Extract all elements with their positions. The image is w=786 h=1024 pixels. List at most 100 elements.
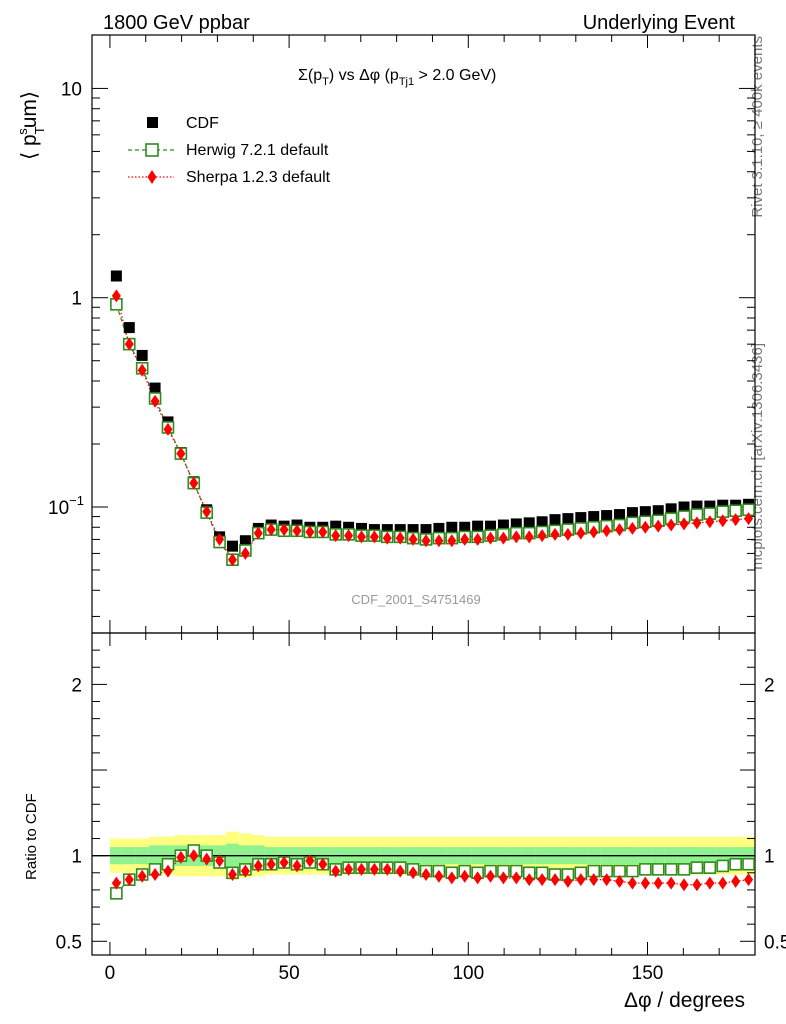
sherpa-ratio-point (369, 862, 379, 876)
sherpa-ratio-point (344, 862, 354, 876)
sherpa-point (331, 529, 341, 543)
legend-sherpa-label: Sherpa 1.2.3 default (186, 169, 331, 186)
sherpa-point (460, 532, 470, 546)
sherpa-ratio-point (382, 862, 392, 876)
sherpa-ratio-point (731, 874, 741, 888)
herwig-ratio-point (664, 863, 678, 876)
x-tick-label: 0 (105, 963, 116, 984)
sherpa-ratio-point (615, 874, 625, 888)
sherpa-point (421, 534, 431, 548)
ratio-y-tick-label-right: 2 (764, 675, 775, 696)
sherpa-point (718, 514, 728, 528)
sherpa-ratio-point (202, 852, 212, 866)
cdf-point (343, 521, 355, 533)
cdf-point (433, 522, 445, 534)
sherpa-ratio-point (318, 857, 328, 871)
sherpa-ratio-point (331, 864, 341, 878)
cdf-point (588, 511, 600, 523)
sherpa-point (744, 512, 754, 526)
herwig-ratio-point (690, 861, 704, 874)
cdf-point (407, 524, 419, 536)
cdf-point (523, 517, 535, 529)
sherpa-ratio-point (240, 864, 250, 878)
cdf-point (678, 501, 690, 513)
sherpa-ratio-point (602, 873, 612, 887)
sherpa-ratio-point (176, 850, 186, 864)
plot-title: Σ(pT) vs Δφ (pTj1 > 2.0 GeV) (298, 67, 496, 88)
sherpa-ratio-point (253, 859, 263, 873)
cdf-point (485, 520, 497, 532)
sherpa-point (537, 529, 547, 543)
sherpa-ratio-point (279, 856, 289, 870)
sherpa-ratio-point (460, 869, 470, 883)
sherpa-point (731, 513, 741, 527)
cdf-point (420, 524, 432, 536)
sherpa-point (447, 534, 457, 548)
sherpa-point (395, 531, 405, 545)
x-tick-label: 100 (452, 963, 484, 984)
sherpa-ratio-point (589, 873, 599, 887)
cdf-point (472, 520, 484, 532)
sherpa-ratio-point (357, 862, 367, 876)
sherpa-ratio-point (434, 869, 444, 883)
watermark-analysis-id: CDF_2001_S4751469 (351, 592, 480, 607)
sherpa-point (524, 530, 534, 544)
sherpa-point (382, 531, 392, 545)
sherpa-ratio-point (640, 876, 650, 890)
sherpa-point (357, 530, 367, 544)
cdf-point (704, 500, 716, 512)
sherpa-point (615, 523, 625, 537)
header-left: 1800 GeV ppbar (103, 12, 250, 34)
cdf-point (149, 382, 161, 394)
sherpa-ratio-point (576, 873, 586, 887)
ratio-y-tick-label-right: 0.5 (764, 932, 786, 953)
y-tick-label: 1 (71, 289, 82, 310)
sherpa-ratio-point (215, 854, 225, 868)
sherpa-ratio-point (189, 849, 199, 863)
cdf-point (549, 514, 561, 526)
sherpa-point (408, 532, 418, 546)
cdf-point (510, 518, 522, 530)
cdf-point (691, 500, 703, 512)
sherpa-ratio-point (563, 874, 573, 888)
sherpa-point (692, 516, 702, 530)
sherpa-ratio-point (163, 864, 173, 878)
sherpa-ratio-point (705, 876, 715, 890)
x-tick-label: 50 (279, 963, 300, 984)
cdf-point (110, 270, 122, 282)
sherpa-ratio-point (692, 878, 702, 892)
sherpa-ratio-point (292, 859, 302, 873)
legend-herwig-marker (145, 143, 159, 157)
cdf-point (123, 322, 135, 334)
ratio-y-tick-label: 2 (71, 675, 82, 696)
sherpa-ratio-point (679, 878, 689, 892)
side-label-mcplots: mcplots.cern.ch [arXiv:1306.3436] (749, 343, 766, 570)
sherpa-point (292, 524, 302, 538)
sherpa-point (266, 523, 276, 537)
sherpa-ratio-point (227, 868, 237, 881)
cdf-point (239, 535, 251, 547)
sherpa-ratio-point (653, 876, 663, 890)
sherpa-ratio-point (524, 873, 534, 887)
sherpa-ratio-point (537, 873, 547, 887)
sherpa-point (163, 422, 173, 436)
sherpa-point (550, 527, 560, 541)
sherpa-point (202, 505, 212, 519)
cdf-point (601, 510, 613, 522)
sherpa-point (679, 517, 689, 531)
cdf-point (626, 507, 638, 519)
sherpa-ratio-point (473, 871, 483, 885)
x-tick-label: 150 (632, 963, 664, 984)
sherpa-ratio-point (111, 876, 121, 890)
sherpa-point (576, 526, 586, 540)
sherpa-ratio-point (498, 871, 508, 885)
sherpa-point (369, 530, 379, 544)
sherpa-ratio-point (718, 876, 728, 890)
sherpa-ratio-point (486, 869, 496, 883)
cdf-point (639, 506, 651, 518)
sherpa-ratio-point (744, 873, 754, 887)
sherpa-point (240, 546, 250, 560)
header-right: Underlying Event (583, 12, 736, 34)
ratio-y-tick-label: 0.5 (56, 932, 82, 953)
